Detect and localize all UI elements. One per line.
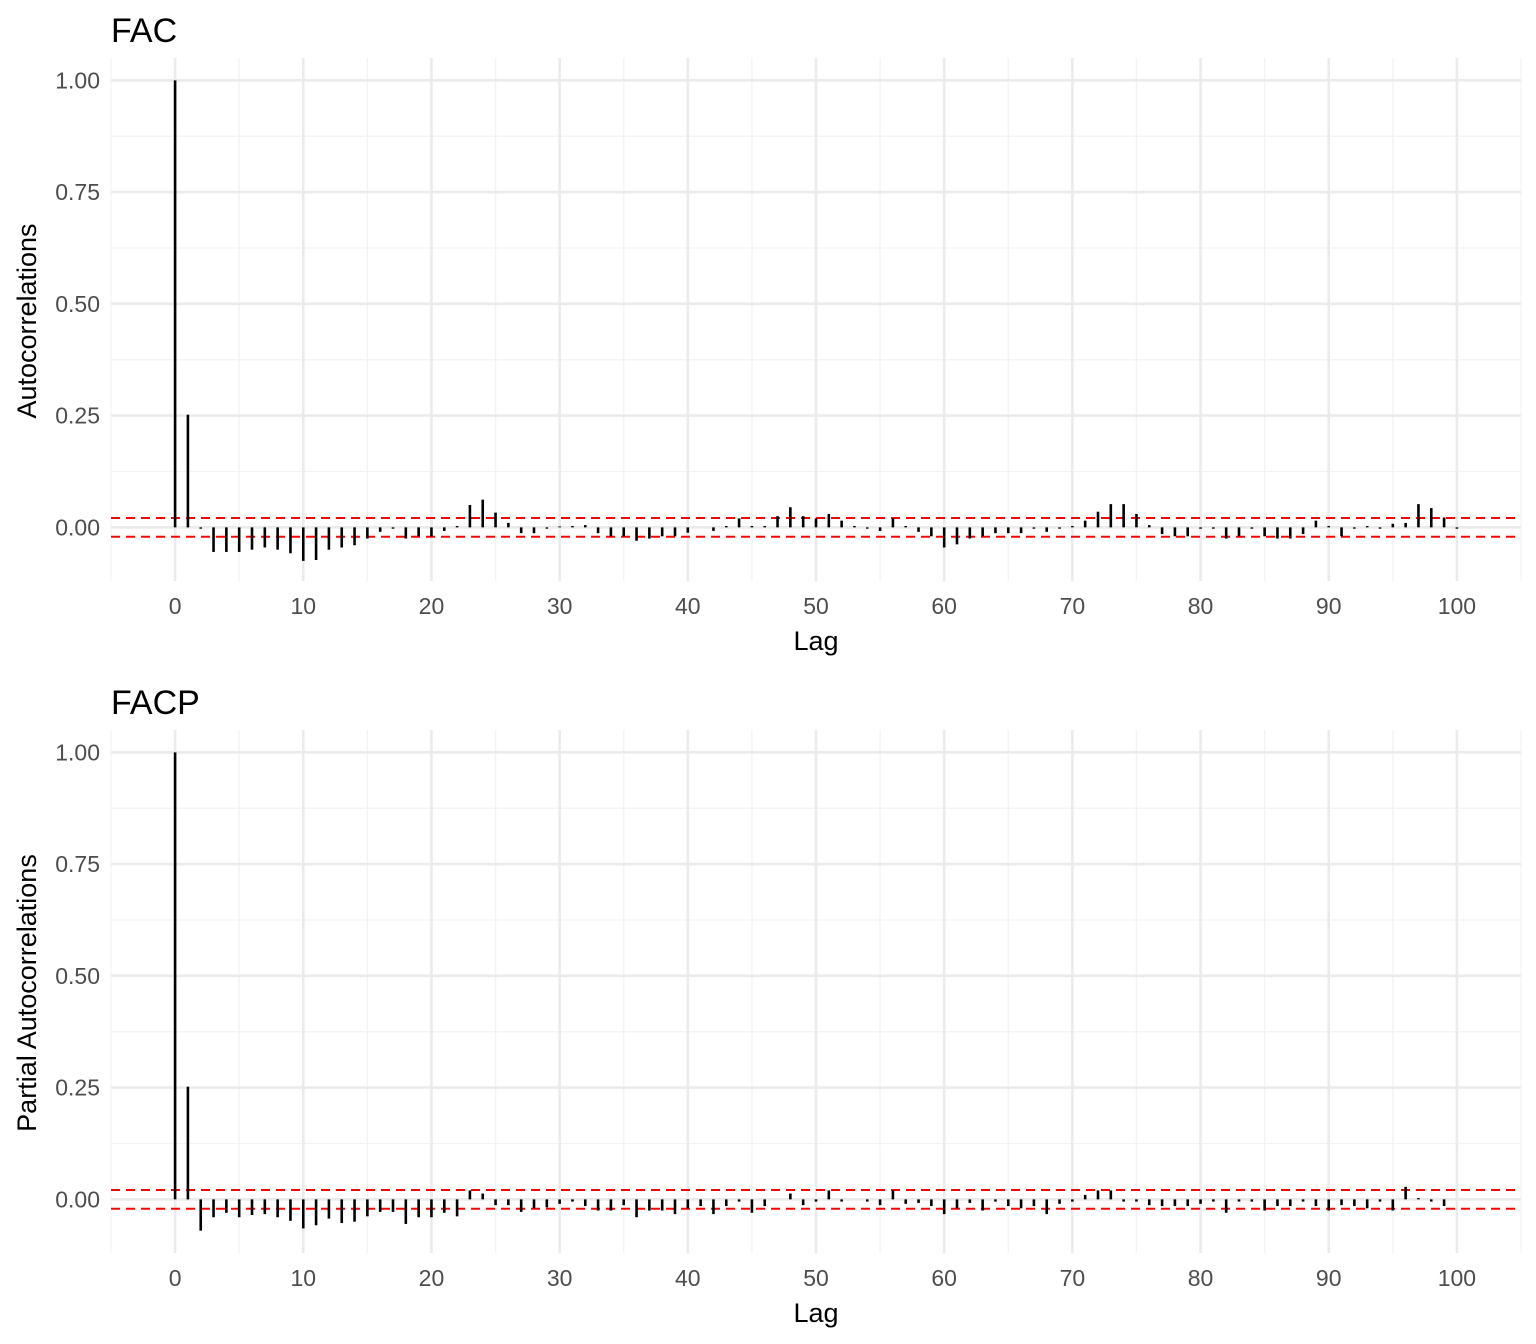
fac-x-tick-label: 10 <box>290 593 316 619</box>
fac-x-tick-labels: 0 10 20 30 40 50 60 70 80 90 100 <box>169 593 1476 619</box>
facp-x-tick-label: 100 <box>1438 1265 1476 1291</box>
facp-y-tick-label: 0.00 <box>55 1186 100 1212</box>
facp-panel: FACP 0.00 0.25 0.50 0.75 1.00 0 10 20 30 40 50 60 7… <box>12 684 1522 1328</box>
facp-confidence-band <box>111 1188 1521 1210</box>
fac-x-tick-label: 50 <box>803 593 829 619</box>
fac-x-tick-label: 80 <box>1188 593 1214 619</box>
facp-x-tick-label: 70 <box>1060 1265 1086 1291</box>
facp-y-tick-labels: 0.00 0.25 0.50 0.75 1.00 <box>55 739 100 1212</box>
fac-x-tick-label: 90 <box>1316 593 1342 619</box>
facp-x-tick-label: 50 <box>803 1265 829 1291</box>
facp-y-tick-label: 0.50 <box>55 963 100 989</box>
facp-y-tick-label: 0.25 <box>55 1075 100 1101</box>
fac-panel: FAC 0.00 0.25 0.50 0.75 1.00 0 10 20 30 40 50 60 70… <box>12 12 1522 656</box>
fac-gridlines <box>110 58 1522 581</box>
facp-title: FACP <box>111 684 200 722</box>
fac-x-tick-label: 40 <box>675 593 701 619</box>
fac-y-tick-labels: 0.00 0.25 0.50 0.75 1.00 <box>55 67 100 540</box>
fac-y-tick-label: 0.50 <box>55 291 100 317</box>
facp-spikes <box>173 752 1446 1231</box>
fac-y-tick-label: 0.00 <box>55 514 100 540</box>
facp-x-tick-label: 10 <box>290 1265 316 1291</box>
fac-x-tick-label: 70 <box>1060 593 1086 619</box>
facp-x-tick-label: 80 <box>1188 1265 1214 1291</box>
fac-y-tick-label: 0.25 <box>55 403 100 429</box>
fac-x-tick-label: 100 <box>1438 593 1476 619</box>
facp-x-axis-title: Lag <box>793 1298 838 1328</box>
fac-x-axis-title: Lag <box>793 626 838 656</box>
facp-x-tick-label: 0 <box>169 1265 182 1291</box>
facp-x-tick-label: 60 <box>931 1265 957 1291</box>
facp-x-tick-label: 90 <box>1316 1265 1342 1291</box>
fac-confidence-band <box>111 516 1521 538</box>
fac-y-tick-label: 1.00 <box>55 67 100 93</box>
facp-y-axis-title: Partial Autocorrelations <box>12 854 42 1132</box>
facp-x-tick-label: 20 <box>419 1265 445 1291</box>
facp-x-tick-label: 30 <box>547 1265 573 1291</box>
fac-y-axis-title: Autocorrelations <box>12 223 42 418</box>
facp-x-tick-labels: 0 10 20 30 40 50 60 70 80 90 100 <box>169 1265 1476 1291</box>
fac-x-tick-label: 0 <box>169 593 182 619</box>
facp-y-tick-label: 1.00 <box>55 739 100 765</box>
fac-title: FAC <box>111 12 177 50</box>
fac-x-tick-label: 60 <box>931 593 957 619</box>
fac-spikes <box>173 80 1459 561</box>
facp-gridlines <box>110 730 1522 1253</box>
fac-x-tick-label: 20 <box>419 593 445 619</box>
facp-y-tick-label: 0.75 <box>55 851 100 877</box>
fac-y-tick-label: 0.75 <box>55 179 100 205</box>
facp-x-tick-label: 40 <box>675 1265 701 1291</box>
fac-x-tick-label: 30 <box>547 593 573 619</box>
